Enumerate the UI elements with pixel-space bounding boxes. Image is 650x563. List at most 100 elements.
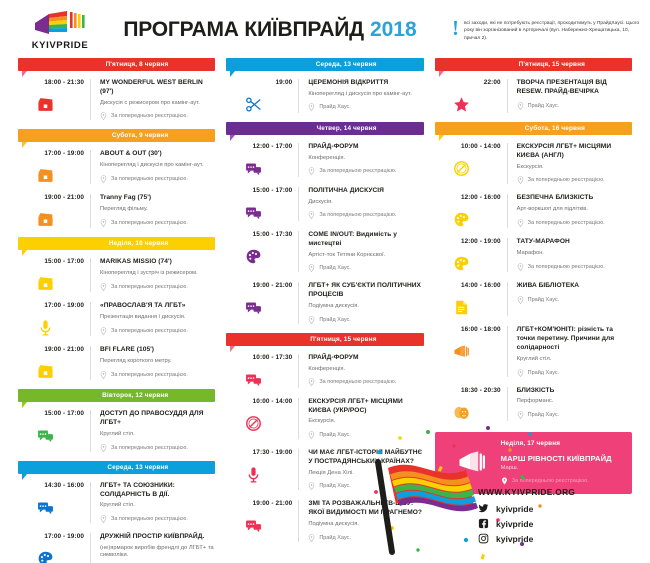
event-subtitle: Кіноперегляд і дискусія про камінг-аут. xyxy=(308,90,412,97)
program-event[interactable]: 15:00 - 17:00 ДОСТУП ДО ПРАВОСУДДЯ ДЛЯ ЛГ… xyxy=(18,405,215,456)
location-pin-icon xyxy=(100,443,107,452)
program-event[interactable]: 16:00 - 18:00 ЛГБТ+КОМ'ЮНІТІ: різність та… xyxy=(435,321,632,381)
location-pin-icon xyxy=(309,315,315,324)
event-body: ДРУЖНІЙ ПРОСТІР КИЇВПРАЙД. (не)ярмарок ви… xyxy=(90,532,215,563)
day-header-tail xyxy=(230,71,236,77)
location-pin-icon xyxy=(501,476,507,485)
megaphone-icon xyxy=(454,345,470,358)
event-location-text: Прайд Хаус. xyxy=(527,297,560,304)
program-column-2: Середа, 13 червня 19:00 ЦЕРЕМОНІЯ ВІДКРИТТ… xyxy=(226,54,424,563)
program-event[interactable]: 17:00 - 19:00 ABOUT & OUT (30') Кіноперегл… xyxy=(18,145,215,189)
event-subtitle: Конференція. xyxy=(308,365,346,372)
program-event[interactable]: 14:30 - 16:00 ЛГБТ+ ТА СОЮЗНИКИ: СОЛІДАРН… xyxy=(18,477,215,528)
day-section: Четвер, 14 червня xyxy=(226,122,424,141)
event-time: 19:00 - 21:00 xyxy=(44,346,84,354)
program-event[interactable]: 19:00 ЦЕРЕМОНІЯ ВІДКРИТТЯ Кіноперегляд і д… xyxy=(226,74,423,118)
excursion-badge-icon xyxy=(245,415,261,431)
march-card-body: Неділя, 17 червня МАРШ РІВНОСТІ КИЇВПРАЙД… xyxy=(501,440,624,485)
program-event[interactable]: 15:00 - 17:30 COME IN/OUT: Видимість у ми… xyxy=(226,226,423,277)
day-section: Субота, 16 червня xyxy=(434,122,632,141)
event-location-text: За попередньою реєстрацією. xyxy=(111,175,188,182)
event-left: 14:30 - 16:00 xyxy=(18,482,90,523)
event-location-text: Прайд Хаус. xyxy=(527,369,560,376)
program-event[interactable]: 12:00 - 19:00 ТАТУ-МАРАФОН Марафон. За попе… xyxy=(435,233,632,277)
location-pin-icon xyxy=(517,176,523,185)
event-body: Tranny Fag (75') Перегляд фільму. За попер… xyxy=(90,194,215,229)
march-card-location-text: За попередньою реєстрацією. xyxy=(511,477,589,484)
event-title: ДОСТУП ДО ПРАВОСУДДЯ ДЛЯ ЛГБТ+ xyxy=(100,410,204,427)
program-event[interactable]: 18:00 - 21:30 MY WONDERFUL WEST BERLIN (9… xyxy=(18,74,215,125)
program-event[interactable]: 19:00 - 21:00 Tranny Fag (75') Перегляд фі… xyxy=(18,189,215,233)
event-location: За попередньою реєстрацією. xyxy=(517,262,632,271)
event-subtitle: Дискусія. xyxy=(308,198,333,205)
program-event[interactable]: 10:00 - 14:00 ЕКСКУРСІЯ ЛГБТ+ МІСЦЯМИ КИЄ… xyxy=(435,138,632,189)
location-pin-icon xyxy=(100,174,107,183)
event-title: ABOUT & OUT (30') xyxy=(100,150,162,158)
program-event[interactable]: 14:00 - 16:00 ЖИВА БІБЛІОТЕКА Прайд Хаус. xyxy=(435,277,632,321)
event-subtitle: Екскурсія. xyxy=(516,163,544,170)
event-location-text: За попередньою реєстрацією. xyxy=(111,371,188,378)
event-location: За попередньою реєстрацією. xyxy=(517,218,632,227)
event-body: MARIKAS MISSIO (74') Кіноперегляд і зустр… xyxy=(90,258,215,293)
program-event[interactable]: 19:00 - 21:00 ЛГБТ+ ЯК СУБ'ЄКТИ ПОЛІТИЧНИ… xyxy=(226,277,423,328)
palette-icon xyxy=(246,249,261,264)
event-subtitle: Презентація видання і дискусія. xyxy=(100,314,186,321)
event-location: За попередньою реєстрацією. xyxy=(308,378,423,387)
social-link-instagram[interactable]: kyivpride xyxy=(478,533,643,544)
event-left: 12:00 - 17:00 xyxy=(226,143,298,177)
program-event[interactable]: 10:00 - 14:00 ЕКСКУРСІЯ ЛГБТ+ МІСЦЯМИ КИЄ… xyxy=(226,393,423,444)
event-location-text: За попередньою реєстрацією. xyxy=(527,177,605,184)
program-event[interactable]: 19:00 - 21:00 ЗМІ ТА РОЗВАЖАЛЬНІ ТВ-ШОУ: … xyxy=(226,495,423,546)
event-icon-wrap xyxy=(226,299,292,316)
program-event[interactable]: 17:00 - 19:00 «ПРАВОСЛАВ'Я ТА ЛГБТ» Презен… xyxy=(18,297,215,341)
day-section: П'ятниця, 15 червня xyxy=(434,58,632,77)
header-note-text: всі заходи, які не потребують реєстрації… xyxy=(464,20,640,41)
program-event[interactable]: 17:00 - 19:00 ДРУЖНІЙ ПРОСТІР КИЇВПРАЙД. (… xyxy=(18,528,215,563)
event-location: Прайд Хаус. xyxy=(308,482,423,491)
day-header-tail xyxy=(230,345,236,352)
instagram-icon xyxy=(478,533,489,544)
event-icon-wrap xyxy=(226,517,292,534)
event-location: За попередньою реєстрацією. xyxy=(100,112,215,121)
day-header-tail xyxy=(22,402,27,409)
event-location-text: За попередньою реєстрацією. xyxy=(527,263,605,270)
event-icon-wrap xyxy=(226,466,292,483)
event-left: 19:00 - 21:00 xyxy=(226,282,298,323)
event-location-text: За попередньою реєстрацією. xyxy=(111,283,188,290)
program-event[interactable]: 15:00 - 17:00 MARIKAS MISSIO (74') Кінопер… xyxy=(18,253,215,297)
program-event[interactable]: 17:30 - 19:00 ЧИ МАЄ ЛГБТ-ІСТОРІЯ МАЙБУТН… xyxy=(226,444,423,495)
program-event[interactable]: 12:00 - 16:00 БЕЗПЕЧНА БЛИЗКІСТЬ Арт-воркш… xyxy=(435,189,632,233)
theatre-masks-icon xyxy=(454,406,469,419)
program-event[interactable]: 18:30 - 20:30 БЛИЗКІСТЬ Перформанс. Прайд Х… xyxy=(435,382,632,426)
website-link[interactable]: WWW.KYIVPRIDE.ORG xyxy=(478,487,576,497)
event-left: 15:00 - 17:30 xyxy=(226,231,298,272)
event-left: 16:00 - 18:00 xyxy=(435,326,507,376)
social-links: kyivpride kyivpride kyivpride xyxy=(478,503,643,544)
film-clapper-icon xyxy=(37,169,53,183)
day-header-tail xyxy=(438,135,444,141)
event-icon-wrap xyxy=(226,415,292,432)
event-body: ЛГБТ+КОМ'ЮНІТІ: різність та точки перети… xyxy=(506,326,632,377)
event-time: 17:00 - 19:00 xyxy=(44,150,84,158)
event-location-text: Прайд Хаус. xyxy=(527,411,560,418)
social-link-twitter[interactable]: kyivpride xyxy=(478,503,643,514)
event-body: ЛГБТ+ ЯК СУБ'ЄКТИ ПОЛІТИЧНИХ ПРОЦЕСІВ Под… xyxy=(298,282,423,324)
event-location-text: Прайд Хаус. xyxy=(319,104,351,111)
event-left: 17:30 - 19:00 xyxy=(226,449,298,490)
event-body: ABOUT & OUT (30') Кіноперегляд і дискусія… xyxy=(90,150,215,185)
event-subtitle: Перформанс. xyxy=(516,398,554,405)
location-pin-icon xyxy=(309,378,315,387)
program-event[interactable]: 22:00 ТВОРЧА ПРЕЗЕНТАЦІЯ ВІД RESEW. ПРАЙД… xyxy=(435,74,632,118)
program-event[interactable]: 15:00 - 17:00 ПОЛІТИЧНА ДИСКУСІЯ Дискусія.… xyxy=(226,182,423,226)
social-link-facebook[interactable]: kyivpride xyxy=(478,518,643,529)
program-event[interactable]: 19:00 - 21:00 BFI FLARE (105') Перегляд ко… xyxy=(18,341,215,385)
event-location-text: За попередньою реєстрацією. xyxy=(319,168,397,175)
program-event[interactable]: 12:00 - 17:00 ПРАЙД-ФОРУМ Конференція. За п… xyxy=(226,138,423,182)
event-location-text: За попередньою реєстрацією. xyxy=(111,327,188,334)
event-body: БЛИЗКІСТЬ Перформанс. Прайд Хаус. xyxy=(506,386,632,421)
location-pin-icon xyxy=(517,218,523,227)
event-title: ПРАЙД-ФОРУМ xyxy=(308,353,359,361)
event-body: ПРАЙД-ФОРУМ Конференція. За попередньою ре… xyxy=(298,143,423,177)
program-event[interactable]: 10:00 - 17:30 ПРАЙД-ФОРУМ Конференція. За п… xyxy=(226,349,423,393)
